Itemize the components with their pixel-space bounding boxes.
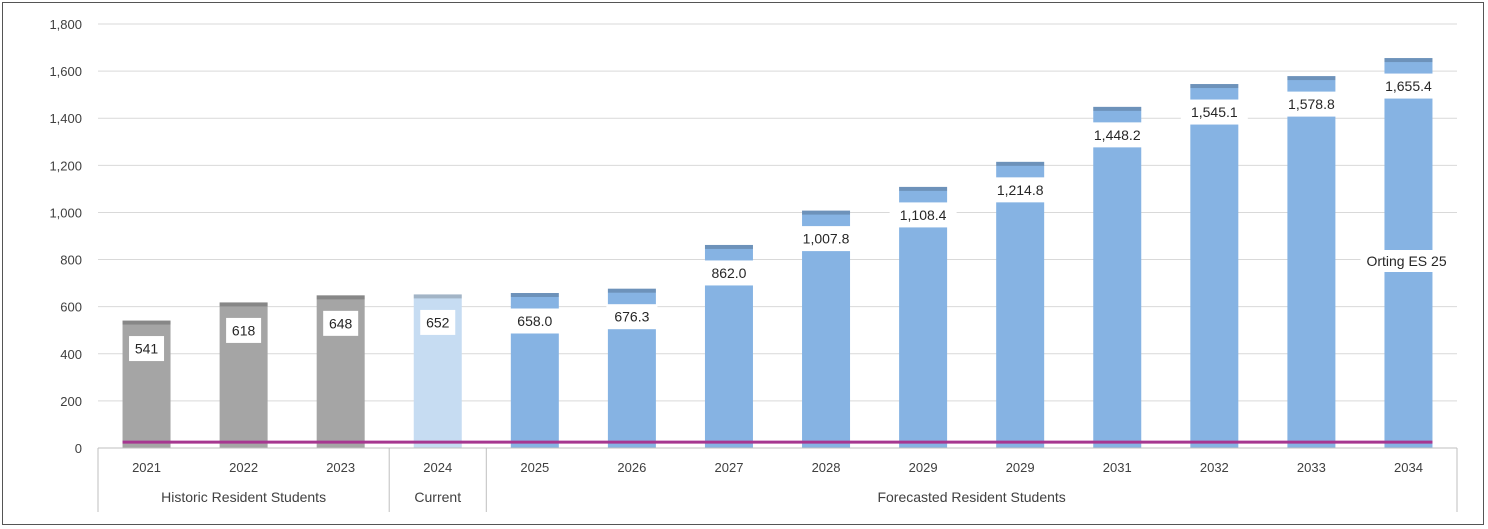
y-tick-label: 0 [75, 441, 82, 456]
y-tick-label: 1,600 [49, 64, 82, 79]
x-tick-label: 2027 [715, 460, 744, 475]
x-tick-label: 2031 [1103, 460, 1132, 475]
series-label-box [1360, 250, 1471, 272]
data-label-box [509, 308, 561, 334]
bar-top-shadow [1287, 76, 1336, 81]
bar-top-shadow [899, 186, 948, 191]
bar-top-shadow [219, 302, 268, 307]
data-label: 1,214.8 [997, 182, 1044, 198]
x-tick-label: 2029 [909, 460, 938, 475]
y-tick-label: 600 [60, 300, 82, 315]
x-tick-label: 2025 [520, 460, 549, 475]
bar-top-shadow [802, 210, 851, 215]
data-label-box [226, 317, 262, 343]
x-tick-label: 2021 [132, 460, 161, 475]
x-tick-label: 2032 [1200, 460, 1229, 475]
group-label: Current [414, 489, 461, 505]
x-tick-label: 2034 [1394, 460, 1423, 475]
bar-top-shadow [1093, 106, 1142, 111]
data-label: 541 [135, 341, 159, 357]
x-tick-label: 2029 [1006, 460, 1035, 475]
data-label-box [889, 202, 957, 228]
x-tick-label: 2028 [812, 460, 841, 475]
x-tick-label: 2023 [326, 460, 355, 475]
group-label: Historic Resident Students [161, 489, 326, 505]
y-tick-label: 800 [60, 253, 82, 268]
y-tick-label: 400 [60, 347, 82, 362]
data-label-box [1374, 73, 1442, 99]
data-label: 1,108.4 [900, 207, 947, 223]
bar [1093, 106, 1142, 449]
data-label-box [606, 304, 658, 330]
group-label: Forecasted Resident Students [877, 489, 1065, 505]
data-label: 1,655.4 [1385, 78, 1432, 94]
data-label: 618 [232, 322, 256, 338]
x-axis: 2021 2022 2023 2024 2025 2026 2027 2028 2029 2029… [97, 447, 1458, 512]
y-tick-label: 1,400 [49, 111, 82, 126]
y-tick-label: 1,000 [49, 205, 82, 220]
bar-top-shadow [704, 244, 753, 249]
bar [1287, 76, 1336, 448]
x-tick-label: 2026 [617, 460, 646, 475]
bar-top-shadow [1384, 58, 1433, 63]
data-label-box [323, 310, 359, 336]
gridlines [98, 23, 1457, 402]
x-tick-label: 2024 [423, 460, 452, 475]
data-label-box [1083, 122, 1151, 148]
bar-top-shadow [316, 295, 365, 300]
bar-top-shadow [122, 320, 171, 325]
data-label-box [792, 226, 860, 252]
bar [899, 186, 948, 448]
bar-top-shadow [996, 161, 1045, 166]
x-tick-label: 2022 [229, 460, 258, 475]
data-label-box [1180, 99, 1248, 125]
bar-top-shadow [413, 294, 462, 299]
bar [996, 161, 1045, 448]
bar-top-shadow [607, 288, 656, 293]
bar-top-shadow [510, 293, 559, 298]
data-label: 652 [426, 314, 450, 330]
data-label-box [420, 309, 456, 335]
y-tick-label: 1,200 [49, 158, 82, 173]
data-labels: Orting ES 25 541 618 648 652 658.0 676.3 862.0 1… [129, 73, 1471, 362]
y-tick-label: 200 [60, 394, 82, 409]
data-label: 658.0 [517, 313, 552, 329]
bar [1190, 84, 1239, 448]
bar-top-shadow [1190, 84, 1239, 89]
x-tick-label: 2033 [1297, 460, 1326, 475]
data-label: 1,007.8 [803, 231, 850, 247]
data-label-box [703, 260, 755, 286]
y-axis: 0 200 400 600 800 1,000 1,200 1,400 1,600 1,800 [49, 17, 82, 456]
data-label-box [986, 177, 1054, 203]
data-label: 676.3 [614, 309, 649, 325]
data-label: 1,448.2 [1094, 127, 1141, 143]
data-label-box [129, 336, 165, 362]
data-label: 648 [329, 315, 353, 331]
series-label: Orting ES 25 [1366, 253, 1446, 269]
data-label: 862.0 [711, 265, 746, 281]
data-label: 1,545.1 [1191, 104, 1238, 120]
y-tick-label: 1,800 [49, 17, 82, 32]
data-label: 1,578.8 [1288, 96, 1335, 112]
data-label-box [1277, 91, 1345, 117]
